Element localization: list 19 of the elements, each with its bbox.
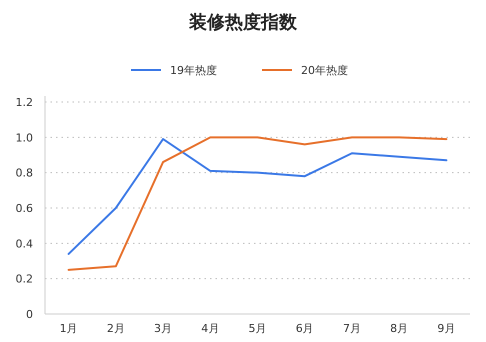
chart-title: 装修热度指数 xyxy=(188,12,298,33)
y-tick-label: 0 xyxy=(26,308,33,321)
x-tick-label: 9月 xyxy=(437,322,456,335)
y-tick-label: 0.2 xyxy=(16,272,33,286)
x-tick-label: 8月 xyxy=(390,322,408,335)
x-tick-label: 6月 xyxy=(296,322,314,335)
x-tick-label: 5月 xyxy=(248,322,266,335)
legend-label: 19年热度 xyxy=(170,64,217,77)
legend-label: 20年热度 xyxy=(301,64,348,77)
x-tick-label: 2月 xyxy=(106,322,125,335)
y-tick-label: 1.0 xyxy=(16,131,33,144)
y-tick-label: 0.6 xyxy=(16,202,33,215)
x-tick-label: 7月 xyxy=(342,322,361,335)
x-tick-label: 4月 xyxy=(201,322,220,335)
y-tick-label: 1.2 xyxy=(16,96,33,109)
x-tick-label: 1月 xyxy=(60,322,78,335)
y-tick-label: 0.8 xyxy=(16,166,33,180)
x-tick-label: 3月 xyxy=(154,322,172,335)
y-tick-label: 0.4 xyxy=(16,237,33,250)
